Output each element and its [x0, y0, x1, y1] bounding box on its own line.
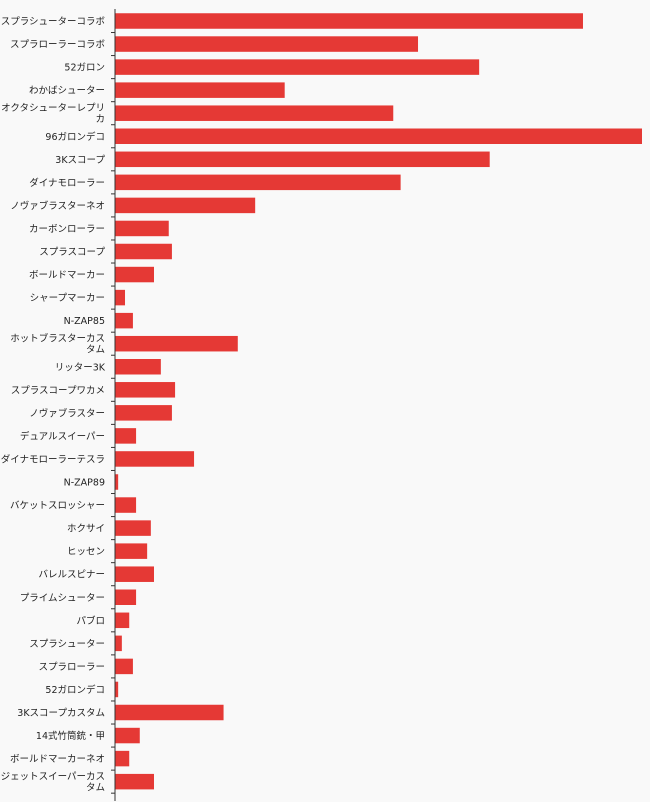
bar — [115, 543, 148, 559]
bar — [115, 589, 137, 605]
y-tick-label: N-ZAP85 — [64, 316, 105, 327]
bar — [115, 36, 419, 52]
y-tick-label: パブロ — [76, 615, 105, 627]
bar — [115, 405, 172, 421]
bar — [115, 773, 154, 790]
y-tick-label: ボールドマーカー — [29, 270, 105, 281]
bar-series — [115, 13, 642, 790]
bar — [115, 474, 119, 490]
bar — [115, 197, 256, 214]
y-tick-label: 52ガロン — [64, 63, 105, 74]
y-tick-label: バケットスロッシャー — [10, 501, 105, 512]
bar — [115, 750, 130, 767]
y-tick-label: プライムシューター — [20, 593, 105, 604]
bar — [115, 105, 394, 121]
y-tick-label: シャープマーカー — [30, 293, 105, 304]
bar — [115, 497, 137, 513]
y-tick-label: ボールドマーカーネオ — [10, 754, 105, 765]
y-tick-label: デュアルスイーパー — [20, 430, 105, 442]
bar — [115, 566, 154, 582]
y-tick-label: 3Kスコープ — [55, 155, 105, 166]
y-tick-label: ヒッセン — [67, 547, 105, 558]
bar — [115, 82, 285, 98]
y-tick-label: スプラシューター — [29, 639, 105, 650]
bar — [115, 13, 583, 29]
bar — [115, 266, 154, 283]
y-tick-label: 3Kスコープカスタム — [17, 708, 105, 719]
bar — [115, 382, 176, 398]
bar — [115, 128, 642, 144]
y-tick-label: スプラスコープ — [39, 247, 105, 258]
bar — [115, 59, 480, 75]
y-tick-label: N-ZAP89 — [64, 478, 105, 489]
y-tick-label: ノヴァブラスターネオ — [10, 200, 105, 212]
y-tick-label: 14式竹筒銃・甲 — [36, 730, 105, 742]
y-tick-label: ホクサイ — [67, 524, 105, 535]
y-tick-label: スプラローラーコラボ — [10, 40, 106, 51]
y-tick-label: わかばシューター — [29, 86, 105, 97]
bar — [115, 312, 133, 329]
y-tick-label: リッター3K — [55, 362, 106, 373]
y-tick-label: カーボンローラー — [29, 224, 105, 235]
bar — [115, 681, 119, 698]
bar — [115, 451, 195, 467]
y-tick-label: オクタシューターレプリカ — [1, 103, 105, 125]
y-tick-label: スプラローラー — [38, 662, 105, 673]
bar — [115, 335, 238, 352]
y-tick-label: 52ガロンデコ — [45, 684, 105, 696]
bar — [115, 704, 224, 721]
y-tick-label: バレルスピナー — [38, 570, 105, 581]
y-tick-label: スプラシューターコラボ — [1, 17, 106, 28]
y-tick-label: ノヴァブラスター — [29, 407, 105, 419]
bar — [115, 289, 126, 306]
bar — [115, 658, 133, 675]
bar — [115, 243, 172, 260]
y-tick-label: ダイナモローラー — [29, 177, 105, 189]
bar — [115, 520, 151, 536]
bar — [115, 727, 140, 744]
bar — [115, 428, 137, 444]
y-axis-ticks — [111, 32, 115, 794]
bar — [115, 151, 490, 168]
bar — [115, 220, 169, 237]
bar — [115, 612, 130, 629]
y-tick-label: ホットブラスターカスタム — [10, 333, 105, 356]
bar — [115, 174, 401, 191]
y-tick-label: 96ガロンデコ — [45, 131, 105, 143]
y-tick-label: スプラスコープワカメ — [11, 385, 105, 396]
bar — [115, 635, 122, 652]
bar — [115, 359, 161, 375]
y-tick-label: ダイナモローラーテスラ — [1, 453, 105, 465]
y-tick-label: ジェットスイーパーカスタム — [1, 772, 105, 794]
